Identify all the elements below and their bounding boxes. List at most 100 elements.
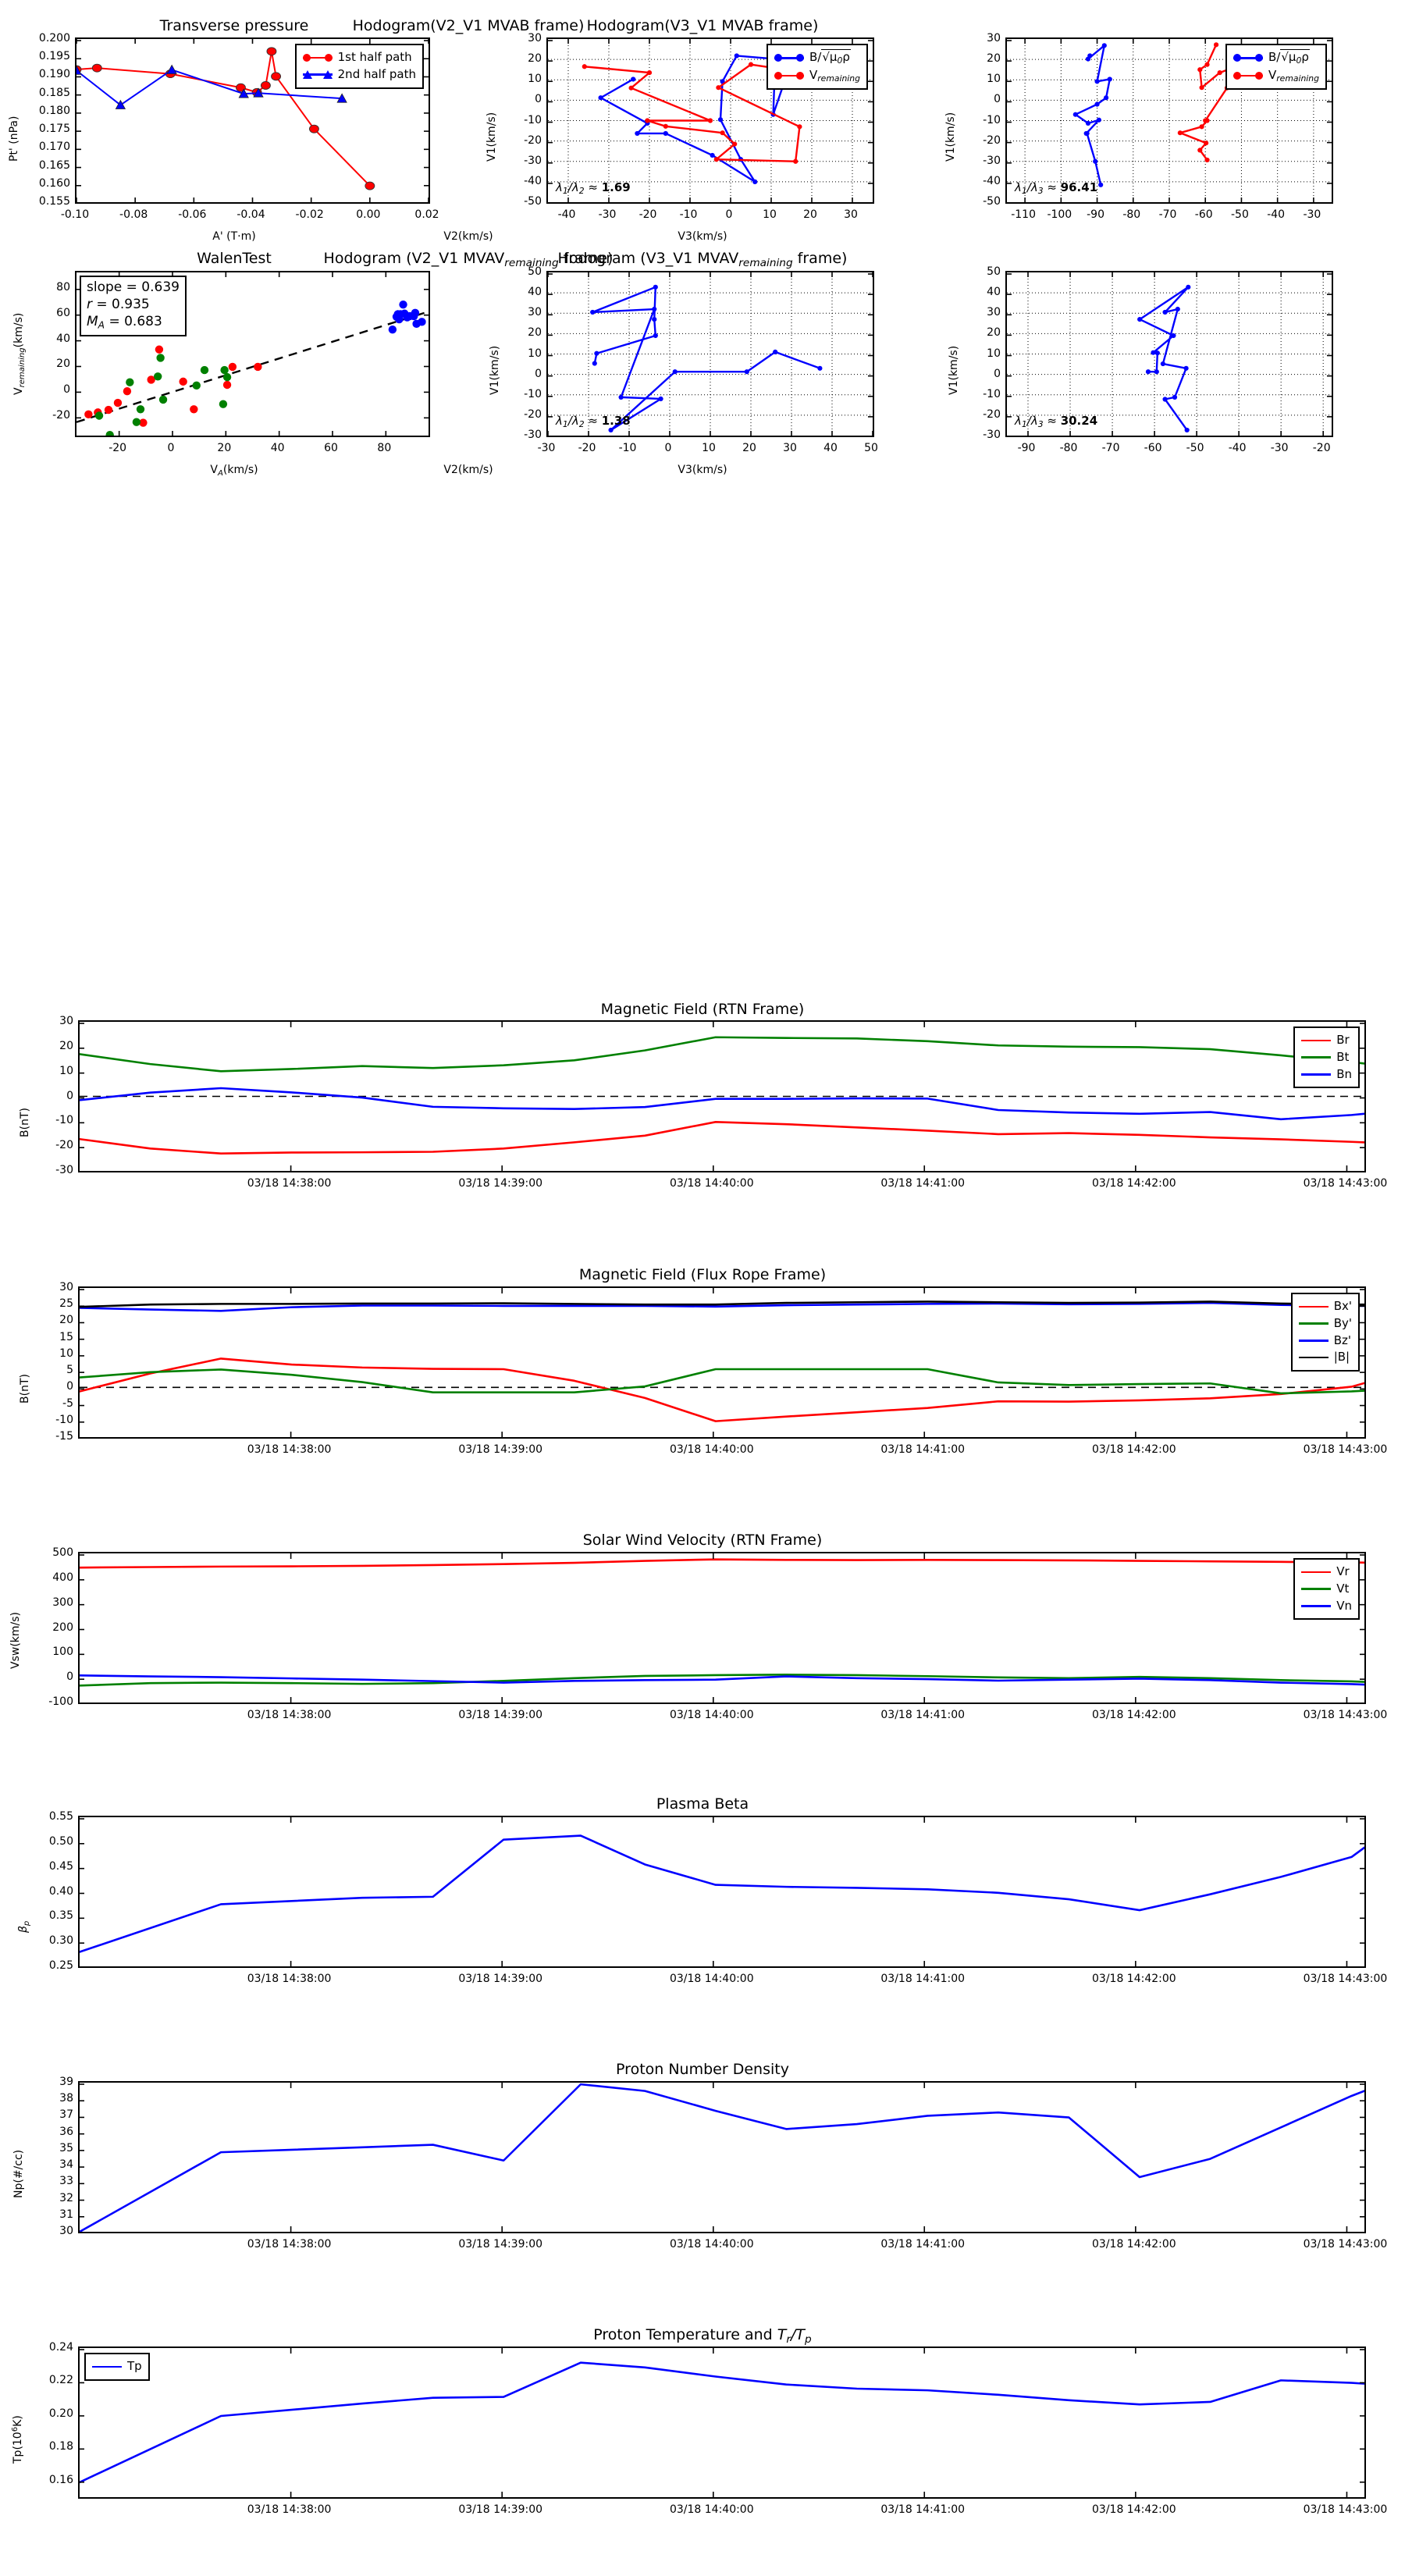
ytick-magnetic-field-fluxrope-9: 30	[59, 1281, 73, 1293]
xtick-proton-number-density-5: 03/18 14:43:00	[1303, 2238, 1388, 2250]
ytick-magnetic-field-rtn-4: 10	[59, 1064, 73, 1077]
ytick-solar-wind-velocity-5: 400	[52, 1571, 73, 1584]
legend-item-1sthalfpath: 1st half path	[302, 49, 416, 66]
ytick-solar-wind-velocity-6: 500	[52, 1546, 73, 1559]
xtick-hodogram-v3v1-mvab-6: -50	[1231, 208, 1249, 221]
xtick-hodogram-v3v1-mvavrem-7: -20	[1312, 442, 1331, 454]
lambda-annotation-hodogram-v2v1-mvavrem: λ1/λ2 ≈ 1.38	[556, 414, 631, 430]
ytick-hodogram-v3v1-mvavrem-4: 10	[987, 347, 1001, 360]
xtick-proton-temperature-1: 03/18 14:39:00	[458, 2503, 543, 2516]
legend-item-By: By'	[1298, 1315, 1352, 1332]
legend-item-Bt: Bt	[1301, 1049, 1352, 1066]
legend-label: |B|	[1333, 1350, 1350, 1364]
chart-title-walentest: WalenTest	[197, 250, 272, 267]
xtick-hodogram-v2v1-mvavrem-3: 0	[664, 442, 672, 454]
ylabel-solar-wind-velocity: Vsw(km/s)	[9, 1611, 22, 1669]
xtick-plasma-beta-0: 03/18 14:38:00	[247, 1973, 332, 1985]
ytick-magnetic-field-rtn-0: -30	[55, 1164, 73, 1176]
ytick-transverse-pressure-8: 0.195	[38, 50, 70, 63]
chart-title-proton-temperature: Proton Temperature and Tr/Tp	[593, 2326, 812, 2346]
legend-swatch-line	[1301, 1567, 1332, 1578]
ytick-magnetic-field-fluxrope-1: -10	[55, 1413, 73, 1426]
ytick-solar-wind-velocity-3: 200	[52, 1621, 73, 1634]
ytick-walentest-4: 60	[56, 306, 70, 319]
xtick-hodogram-v2v1-mvab-3: -10	[679, 208, 698, 221]
legend-item-Tp: Tp	[92, 2358, 142, 2375]
legend-label: Vt	[1336, 1581, 1350, 1596]
legend-hodogram-v3v1-mvab: B/√μ0ρ Vremaining	[1225, 44, 1327, 91]
ytick-proton-number-density-8: 38	[59, 2092, 73, 2105]
ytick-walentest-3: 40	[56, 332, 70, 345]
ytick-magnetic-field-fluxrope-2: -5	[62, 1397, 73, 1410]
ytick-magnetic-field-fluxrope-7: 20	[59, 1314, 73, 1327]
legend-label: Bx'	[1333, 1299, 1352, 1313]
xtick-hodogram-v2v1-mvab-2: -20	[638, 208, 657, 221]
xtick-solar-wind-velocity-2: 03/18 14:40:00	[669, 1709, 754, 1721]
xtick-hodogram-v3v1-mvab-7: -40	[1267, 208, 1286, 221]
xtick-solar-wind-velocity-0: 03/18 14:38:00	[247, 1709, 332, 1721]
legend-swatch-line	[1301, 1052, 1332, 1063]
ytick-hodogram-v2v1-mvavrem-5: 20	[528, 326, 542, 340]
xtick-solar-wind-velocity-4: 03/18 14:42:00	[1092, 1709, 1176, 1721]
legend-label: Tp	[127, 2359, 142, 2373]
legend-item-V_remaining: Vremaining	[1232, 67, 1319, 85]
ytick-hodogram-v3v1-mvavrem-2: -10	[983, 387, 1001, 400]
ytick-transverse-pressure-6: 0.185	[38, 86, 70, 99]
plot-area-proton-number-density	[78, 2081, 1366, 2233]
xtick-plasma-beta-4: 03/18 14:42:00	[1092, 1973, 1176, 1985]
stat-ma: MA = 0.683	[87, 313, 162, 330]
legend-label: Vr	[1336, 1564, 1350, 1578]
xtick-hodogram-v3v1-mvavrem-2: -70	[1101, 442, 1120, 454]
legend-label: Vremaining	[809, 67, 860, 84]
legend-magnetic-field-fluxrope: Bx' By' Bz' |B|	[1290, 1293, 1360, 1372]
xtick-magnetic-field-rtn-5: 03/18 14:43:00	[1303, 1177, 1388, 1190]
ytick-solar-wind-velocity-1: 0	[66, 1670, 73, 1684]
ytick-magnetic-field-rtn-6: 30	[59, 1015, 73, 1027]
legend-swatch-line	[1301, 1584, 1332, 1595]
ytick-plasma-beta-0: 0.25	[48, 1959, 73, 1972]
xtick-hodogram-v3v1-mvavrem-4: -50	[1186, 442, 1204, 454]
ytick-hodogram-v2v1-mvab-2: -30	[524, 154, 542, 167]
xtick-proton-number-density-3: 03/18 14:41:00	[880, 2238, 966, 2250]
chart-title-magnetic-field-fluxrope: Magnetic Field (Flux Rope Frame)	[578, 1266, 827, 1283]
legend-solar-wind-velocity: Vr Vt Vn	[1293, 1558, 1360, 1621]
xtick-hodogram-v2v1-mvab-5: 10	[763, 208, 777, 221]
xtick-plasma-beta-3: 03/18 14:41:00	[880, 1973, 966, 1985]
ytick-transverse-pressure-4: 0.175	[38, 123, 70, 136]
xtick-proton-number-density-1: 03/18 14:39:00	[458, 2238, 543, 2250]
plot-area-magnetic-field-rtn	[78, 1020, 1366, 1172]
xlabel-hodogram-v2v1-mvavrem: V2(km/s)	[443, 464, 493, 476]
ytick-hodogram-v3v1-mvavrem-6: 30	[987, 306, 1001, 319]
ytick-proton-number-density-4: 34	[59, 2158, 73, 2172]
ytick-hodogram-v3v1-mvab-2: -30	[983, 154, 1001, 167]
xtick-hodogram-v2v1-mvavrem-7: 40	[823, 442, 838, 454]
xtick-hodogram-v2v1-mvab-0: -40	[557, 208, 576, 221]
xtick-walentest-1: 0	[167, 442, 175, 454]
xtick-proton-number-density-2: 03/18 14:40:00	[669, 2238, 754, 2250]
ytick-solar-wind-velocity-4: 300	[52, 1596, 73, 1609]
xlabel-hodogram-v3v1-mvavrem: V3(km/s)	[678, 464, 727, 476]
legend-item-Vr: Vr	[1301, 1564, 1352, 1581]
xtick-solar-wind-velocity-5: 03/18 14:43:00	[1303, 1709, 1388, 1721]
ylabel-magnetic-field-rtn: B(nT)	[19, 1107, 31, 1137]
ytick-transverse-pressure-0: 0.155	[38, 195, 70, 208]
ytick-magnetic-field-fluxrope-0: -15	[55, 1430, 73, 1443]
ytick-solar-wind-velocity-0: -100	[48, 1695, 73, 1708]
stats-box-walentest: slope = 0.639 r = 0.935 MA = 0.683	[80, 276, 187, 336]
legend-swatch-circle	[302, 52, 333, 63]
ytick-transverse-pressure-2: 0.165	[38, 158, 70, 172]
ytick-walentest-2: 20	[56, 358, 70, 371]
legend-swatch-line	[1232, 52, 1263, 63]
legend-label: B/√μ0ρ	[809, 49, 851, 66]
xtick-walentest-3: 40	[270, 442, 285, 454]
ylabel-hodogram-v3v1-mvavrem: V1(km/s)	[948, 345, 960, 395]
legend-item-Bx: Bx'	[1298, 1298, 1352, 1315]
lambda-annotation-hodogram-v3v1-mvab: λ1/λ3 ≈ 96.41	[1015, 180, 1098, 197]
xtick-walentest-5: 80	[377, 442, 392, 454]
ylabel-magnetic-field-fluxrope: B(nT)	[19, 1373, 31, 1404]
legend-swatch-line	[1298, 1352, 1329, 1363]
ylabel-plasma-beta: βp	[17, 1920, 31, 1933]
xtick-walentest-4: 60	[324, 442, 338, 454]
ytick-plasma-beta-4: 0.45	[48, 1859, 73, 1873]
